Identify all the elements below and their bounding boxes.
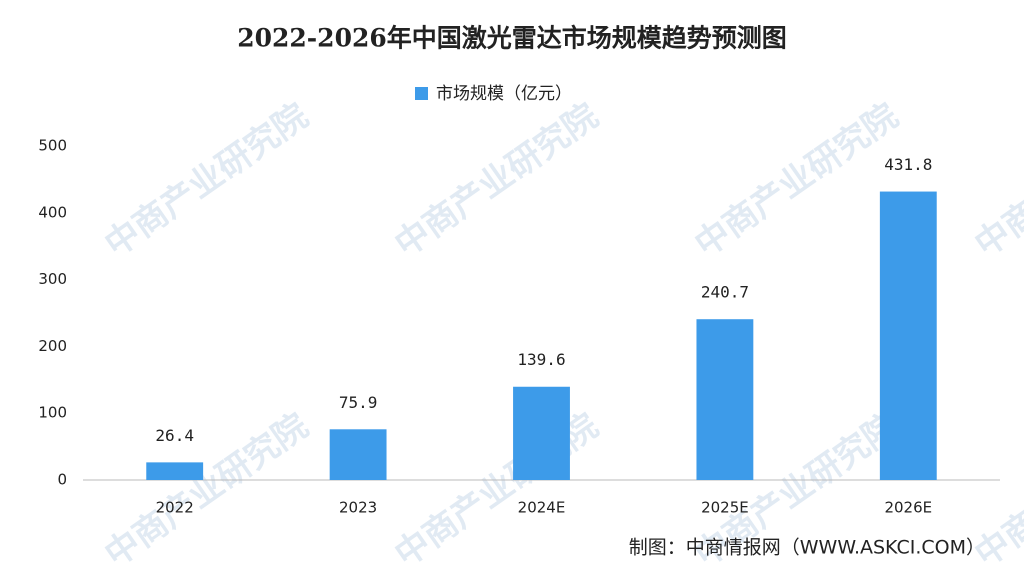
value-label: 139.6: [517, 350, 565, 369]
x-tick-label: 2025E: [701, 499, 749, 517]
watermark: 中商产业研究院: [688, 96, 906, 265]
bar: [879, 191, 937, 480]
watermark: 中商产业研究院: [968, 96, 1024, 265]
source-note: 制图：中商情报网（WWW.ASKCI.COM）: [629, 537, 985, 559]
y-tick-label: 100: [38, 404, 67, 422]
watermark: 中商产业研究院: [388, 406, 606, 575]
value-label: 75.9: [339, 393, 378, 412]
bar: [696, 319, 754, 480]
watermark: 中商产业研究院: [98, 406, 316, 575]
bar: [146, 462, 204, 480]
x-tick-label: 2026E: [884, 499, 932, 517]
y-tick-label: 0: [57, 471, 67, 489]
x-tick-label: 2023: [339, 499, 377, 517]
y-tick-label: 400: [38, 203, 67, 221]
legend-label: 市场规模（亿元）: [436, 84, 572, 104]
watermark: 中商产业研究院: [388, 96, 606, 265]
value-label: 26.4: [155, 426, 194, 445]
value-label: 240.7: [701, 283, 749, 302]
y-tick-label: 500: [38, 137, 67, 155]
y-tick-label: 200: [38, 337, 67, 355]
bar: [513, 386, 570, 480]
bar: [329, 429, 387, 480]
watermark: 中商产业研究院: [98, 96, 316, 265]
chart-title: 2022-2026年中国激光雷达市场规模趋势预测图: [237, 24, 787, 53]
y-tick-label: 300: [38, 270, 67, 288]
legend-swatch: [415, 87, 428, 100]
x-tick-label: 2022: [156, 499, 194, 517]
x-tick-label: 2024E: [518, 499, 566, 517]
value-label: 431.8: [884, 155, 932, 174]
